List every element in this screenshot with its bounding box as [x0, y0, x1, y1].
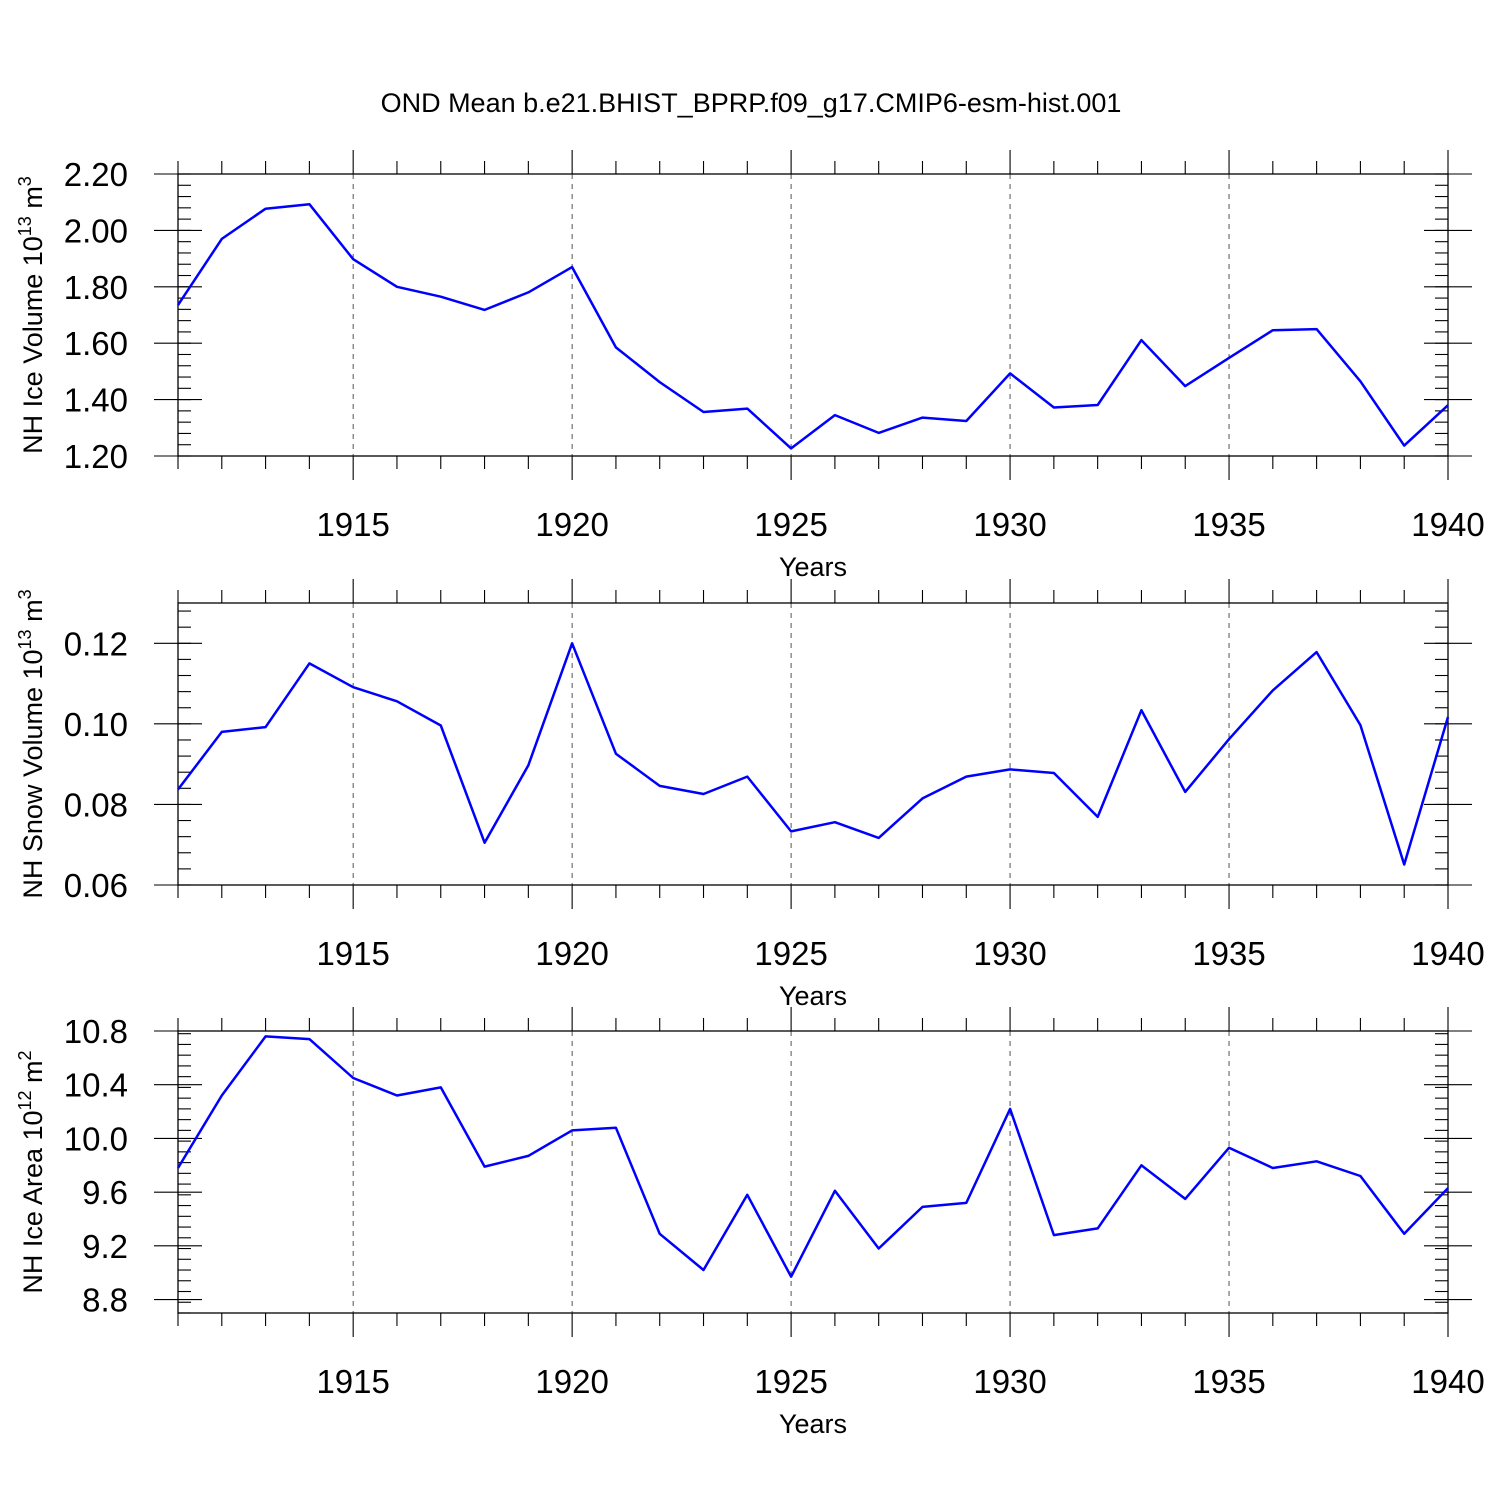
x-axis-label: Years — [779, 1409, 847, 1439]
x-tick-label: 1940 — [1411, 506, 1484, 543]
y-tick-label: 1.40 — [64, 382, 128, 419]
y-axis-label: NH Snow Volume 1013 m3 — [15, 589, 48, 898]
x-tick-label: 1940 — [1411, 935, 1484, 972]
x-tick-label: 1925 — [754, 1363, 827, 1400]
x-tick-label: 1925 — [754, 935, 827, 972]
y-tick-label: 9.6 — [82, 1174, 128, 1211]
data-line — [176, 202, 1449, 450]
y-tick-label: 8.8 — [82, 1282, 128, 1319]
y-tick-label: 2.00 — [64, 212, 128, 249]
chart-title: OND Mean b.e21.BHIST_BPRP.f09_g17.CMIP6-… — [381, 88, 1122, 118]
x-tick-label: 1920 — [535, 1363, 608, 1400]
y-tick-label: 2.20 — [64, 156, 128, 193]
x-tick-label: 1915 — [316, 1363, 389, 1400]
y-tick-label: 1.60 — [64, 325, 128, 362]
y-tick-label: 1.20 — [64, 438, 128, 475]
y-tick-label: 1.80 — [64, 269, 128, 306]
data-line — [177, 642, 1450, 866]
chart-panel-1: 1.20 1.40 1.60 1.80 2.00 2.20 1915 1920 1925 1930… — [15, 150, 1485, 582]
data-line — [176, 1035, 1449, 1278]
y-tick-label: 10.0 — [64, 1120, 128, 1157]
plot-frame — [177, 602, 1449, 886]
x-tick-label: 1935 — [1192, 506, 1265, 543]
x-tick-label: 1920 — [535, 506, 608, 543]
y-tick-label: 10.4 — [64, 1067, 128, 1104]
y-tick-label: 0.08 — [64, 786, 128, 823]
x-tick-label: 1930 — [973, 506, 1046, 543]
x-tick-label: 1930 — [973, 935, 1046, 972]
x-tick-label: 1930 — [973, 1363, 1046, 1400]
x-tick-label: 1940 — [1411, 1363, 1484, 1400]
y-tick-label: 9.2 — [82, 1228, 128, 1265]
chart-panel-3: 8.8 9.2 9.6 10.0 10.4 10.8 1915 1920 1925 1930 193… — [15, 1007, 1485, 1439]
x-tick-label: 1935 — [1192, 1363, 1265, 1400]
y-tick-label: 0.10 — [64, 706, 128, 743]
x-tick-label: 1935 — [1192, 935, 1265, 972]
x-tick-label: 1920 — [535, 935, 608, 972]
y-axis-label: NH Ice Volume 1013 m3 — [15, 176, 48, 454]
plot-frame — [177, 173, 1449, 457]
y-tick-label: 10.8 — [64, 1013, 128, 1050]
x-tick-label: 1915 — [316, 506, 389, 543]
x-axis-label: Years — [779, 981, 847, 1011]
x-tick-label: 1915 — [316, 935, 389, 972]
plot-frame — [177, 1030, 1449, 1314]
y-tick-label: 0.06 — [64, 867, 128, 904]
y-axis-label: NH Ice Area 1012 m2 — [15, 1050, 48, 1293]
chart-panel-2: 0.06 0.08 0.10 0.12 1915 1920 1925 1930 1935 1940… — [15, 579, 1485, 1011]
x-tick-label: 1925 — [754, 506, 827, 543]
x-axis-label: Years — [779, 552, 847, 582]
y-tick-label: 0.12 — [64, 625, 128, 662]
